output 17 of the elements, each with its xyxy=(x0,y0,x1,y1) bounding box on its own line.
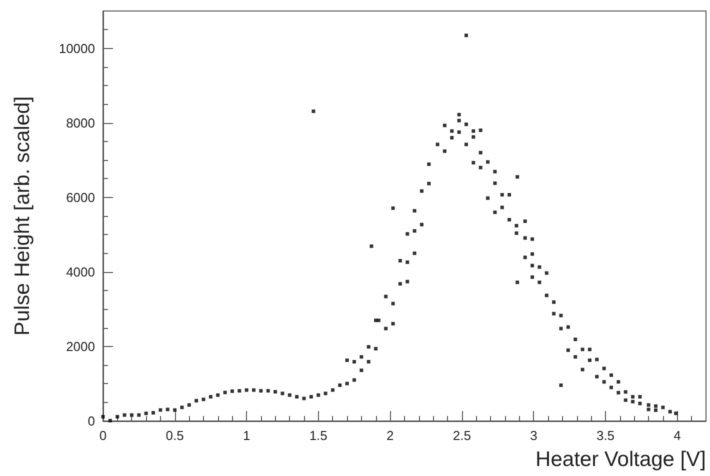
y-axis-title: Pulse Height [arb. scaled] xyxy=(11,96,34,336)
x-tick-label: 4 xyxy=(674,428,681,443)
x-tick-label: 3 xyxy=(530,428,538,443)
x-tick-label: 2 xyxy=(386,428,394,443)
y-tick-label: 10000 xyxy=(58,40,95,56)
y-tick-label: 8000 xyxy=(66,115,95,130)
y-tick-label: 6000 xyxy=(66,190,95,205)
y-tick-label: 0 xyxy=(88,414,95,428)
x-tick-label: 1 xyxy=(242,428,250,443)
x-axis-title: Heater Voltage [V] xyxy=(536,448,706,471)
y-tick-label: 2000 xyxy=(66,338,95,354)
x-tick-label: 3.5 xyxy=(596,428,615,443)
x-tick-label: 1.5 xyxy=(309,428,328,443)
x-tick-label: 0.5 xyxy=(166,428,184,443)
y-tick-label: 4000 xyxy=(66,264,95,280)
x-tick-label: 0 xyxy=(99,428,107,443)
x-tick-label: 2.5 xyxy=(452,428,471,443)
